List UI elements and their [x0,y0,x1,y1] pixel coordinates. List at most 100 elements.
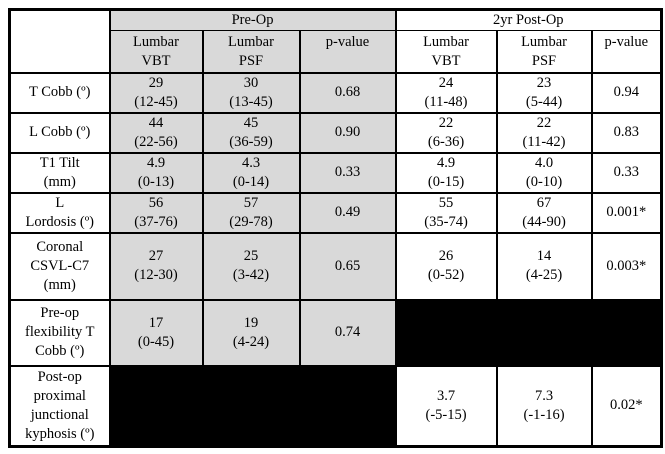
value-cell-post-psf: 4.0 (0-10) [495,151,593,194]
value-cell-pre-vbt: 29 (12-45) [108,71,204,114]
p-value-cell-post-significant: 0.001* [590,191,663,234]
col-header-post-p-value: p-value [590,30,663,74]
table-row-coronal-csvl-c7: Coronal CSVL-C7 (mm) 27 (12-30) 25 (3-42… [8,231,663,301]
table-row-t1-tilt: T1 Tilt (mm) 4.9 (0-13) 4.3 (0-14) 0.33 … [8,151,663,194]
redacted-cell-post-op [394,298,663,367]
value-cell-pre-vbt: 27 (12-30) [108,231,204,301]
range: (0-13) [137,173,175,190]
value-cell-post-vbt: 26 (0-52) [394,231,498,301]
col-header-post-lumbar-vbt: Lumbar VBT [394,30,498,74]
value: 24 [438,74,454,91]
range: (4-24) [232,333,270,350]
p-value-cell-pre: 0.74 [298,298,397,367]
value: 14 [536,248,552,264]
col-header-pre-lumbar-vbt: Lumbar VBT [108,30,204,74]
value: 29 [148,74,164,91]
value: 23 [536,74,552,91]
row-label: Pre-op flexibility T Cobb (º) [8,298,111,367]
range: (12-30) [134,267,178,283]
value-cell-pre-vbt: 4.9 (0-13) [108,151,204,194]
value-cell-post-vbt: 3.7 (-5-15) [394,364,498,448]
range: (0-15) [427,173,465,190]
p-value-cell-pre: 0.65 [298,231,397,301]
p-value-cell-pre: 0.49 [298,191,397,234]
value-cell-pre-psf: 30 (13-45) [201,71,301,114]
value: 57 [243,194,259,211]
table-row-l-cobb: L Cobb (º) 44 (22-56) 45 (36-59) 0.90 22… [8,111,663,154]
value: 45 [243,114,259,131]
row-label: L Cobb (º) [8,111,111,154]
row-label: L Lordosis (º) [8,191,111,234]
col-header-pre-lumbar-psf: Lumbar PSF [201,30,301,74]
value-cell-post-psf: 14 (4-25) [495,231,593,301]
range: (11-48) [424,93,468,110]
value-cell-post-psf: 23 (5-44) [495,71,593,114]
table-row-postop-proximal-junctional-kyphosis: Post-op proximal junctional kyphosis (º)… [8,364,663,448]
range: (0-45) [137,333,175,350]
p-value-cell-post: 0.33 [590,151,663,194]
value-cell-post-vbt: 55 (35-74) [394,191,498,234]
value: 30 [243,74,259,91]
table-row-l-lordosis: L Lordosis (º) 56 (37-76) 57 (29-78) 0.4… [8,191,663,234]
range: (0-52) [427,267,465,283]
value-cell-post-psf: 67 (44-90) [495,191,593,234]
redacted-cell-pre-op [108,364,397,448]
row-label: T Cobb (º) [8,71,111,114]
value: 67 [536,194,552,211]
value-cell-pre-psf: 57 (29-78) [201,191,301,234]
table-row-preop-flexibility-t-cobb: Pre-op flexibility T Cobb (º) 17 (0-45) … [8,298,663,367]
row-label: Coronal CSVL-C7 (mm) [8,231,111,301]
value: 55 [438,194,454,211]
value-cell-post-psf: 7.3 (-1-16) [495,364,593,448]
value: 4.9 [146,154,166,171]
row-label: Post-op proximal junctional kyphosis (º) [8,364,111,448]
table-row-t-cobb: T Cobb (º) 29 (12-45) 30 (13-45) 0.68 24… [8,71,663,114]
value-cell-pre-psf: 45 (36-59) [201,111,301,154]
outcomes-table: Pre-Op 2yr Post-Op Lumbar VBT Lumbar PSF… [8,8,664,448]
p-value-cell-pre: 0.68 [298,71,397,114]
value-cell-post-vbt: 4.9 (0-15) [394,151,498,194]
range: (22-56) [134,133,178,150]
value-cell-pre-psf: 19 (4-24) [201,298,301,367]
value: 56 [148,194,164,211]
p-value-cell-pre: 0.90 [298,111,397,154]
col-header-pre-p-value: p-value [298,30,397,74]
range: (11-42) [522,133,566,150]
value: 22 [438,114,454,131]
post-op-group-header: 2yr Post-Op [394,8,663,31]
range: (4-25) [525,267,563,283]
range: (37-76) [134,213,178,230]
p-value-cell-post-significant: 0.02* [590,364,663,448]
value: 7.3 [534,387,554,404]
value: 27 [148,248,164,264]
value-cell-pre-psf: 4.3 (0-14) [201,151,301,194]
range: (-1-16) [523,406,565,423]
row-label: T1 Tilt (mm) [8,151,111,194]
p-value-cell-post: 0.83 [590,111,663,154]
value: 17 [148,314,164,331]
corner-cell [8,8,111,74]
p-value-cell-post-significant: 0.003* [590,231,663,301]
value: 4.9 [436,154,456,171]
value: 19 [243,314,259,331]
value-cell-pre-vbt: 17 (0-45) [108,298,204,367]
value: 26 [438,248,454,264]
range: (6-36) [427,133,465,150]
value-cell-post-psf: 22 (11-42) [495,111,593,154]
value: 3.7 [436,387,456,404]
group-header-row: Pre-Op 2yr Post-Op [8,8,663,74]
p-value-cell-post: 0.94 [590,71,663,114]
col-header-post-lumbar-psf: Lumbar PSF [495,30,593,74]
range: (0-10) [525,173,563,190]
column-header-row: Lumbar VBT Lumbar PSF p-value Lumbar VBT… [10,30,663,74]
value-cell-pre-vbt: 44 (22-56) [108,111,204,154]
range: (0-14) [232,173,270,190]
value: 4.0 [534,154,554,171]
value-cell-pre-vbt: 56 (37-76) [108,191,204,234]
pre-op-group-header: Pre-Op [108,8,397,31]
range: (3-42) [232,267,270,283]
value-cell-post-vbt: 24 (11-48) [394,71,498,114]
range: (12-45) [134,93,178,110]
value-cell-pre-psf: 25 (3-42) [201,231,301,301]
